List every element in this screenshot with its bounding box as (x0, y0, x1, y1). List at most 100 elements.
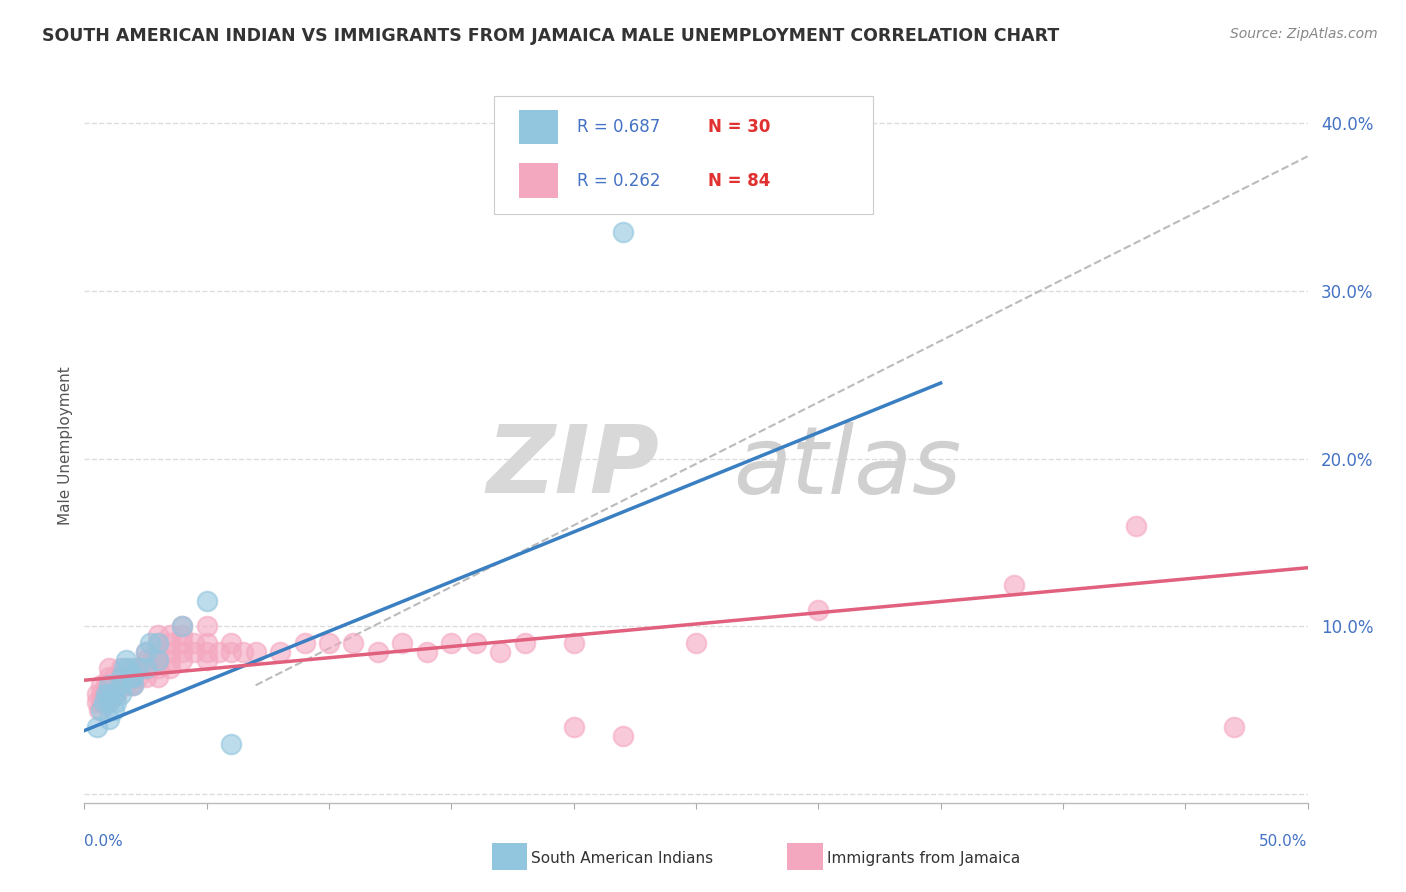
Point (489, 645, 512, 659)
Text: 0.0%: 0.0% (84, 834, 124, 849)
Point (142, 653, 165, 667)
Point (97, 678, 120, 692)
Point (96, 687, 118, 701)
Point (96, 678, 118, 692)
Point (90, 687, 112, 701)
Point (219, 645, 242, 659)
Point (110, 678, 132, 692)
Point (159, 628, 181, 642)
Point (342, 636, 364, 650)
Point (440, 636, 463, 650)
Point (219, 636, 242, 650)
Point (135, 661, 157, 675)
Point (117, 670, 139, 684)
Point (195, 594, 218, 608)
Text: ZIP: ZIP (486, 421, 659, 514)
Point (195, 619, 218, 633)
Point (110, 687, 132, 701)
Point (159, 645, 181, 659)
Point (139, 636, 162, 650)
Point (146, 653, 169, 667)
Point (93, 695, 115, 709)
Point (172, 619, 194, 633)
Point (97, 712, 120, 726)
Text: 50.0%: 50.0% (1260, 834, 1308, 849)
Point (120, 678, 142, 692)
Point (183, 636, 205, 650)
Point (135, 661, 157, 675)
Point (127, 670, 149, 684)
Point (96, 695, 118, 709)
Point (391, 636, 413, 650)
Point (115, 653, 138, 667)
Point (562, 636, 585, 650)
Point (219, 737, 242, 751)
Y-axis label: Male Unemployment: Male Unemployment (58, 367, 73, 525)
Point (127, 661, 149, 675)
Point (105, 695, 128, 709)
Point (86, 687, 108, 701)
Point (135, 670, 157, 684)
Point (245, 645, 267, 659)
Point (93, 687, 115, 701)
Point (612, 729, 634, 743)
Point (269, 645, 291, 659)
Bar (519, 110, 558, 145)
Point (146, 645, 169, 659)
Point (807, 603, 830, 617)
Point (103, 670, 125, 684)
Point (139, 661, 162, 675)
Point (97, 670, 120, 684)
Point (86, 695, 108, 709)
Point (97, 678, 120, 692)
Point (122, 670, 145, 684)
Point (97, 687, 120, 701)
Point (105, 687, 128, 701)
Point (103, 687, 125, 701)
Point (90, 695, 112, 709)
Point (195, 645, 218, 659)
Point (115, 678, 138, 692)
Point (159, 636, 181, 650)
Text: Source: ZipAtlas.com: Source: ZipAtlas.com (1230, 27, 1378, 41)
Point (127, 661, 149, 675)
Point (146, 661, 169, 675)
Point (117, 661, 139, 675)
Point (1223, 720, 1246, 734)
Point (135, 645, 157, 659)
Point (172, 645, 194, 659)
Text: atlas: atlas (733, 422, 960, 513)
Point (172, 636, 194, 650)
Point (110, 670, 132, 684)
Point (87, 703, 110, 717)
Point (110, 661, 132, 675)
Point (146, 670, 169, 684)
Point (146, 653, 169, 667)
Point (97, 695, 120, 709)
Point (97, 695, 120, 709)
Point (172, 653, 194, 667)
Point (103, 703, 125, 717)
Point (208, 645, 231, 659)
Point (122, 678, 145, 692)
Point (103, 678, 125, 692)
Point (232, 645, 254, 659)
Point (112, 661, 135, 675)
Point (195, 653, 218, 667)
Text: R = 0.262: R = 0.262 (578, 171, 661, 189)
Point (1002, 577, 1025, 591)
Point (172, 619, 194, 633)
Point (105, 678, 128, 692)
Point (146, 636, 169, 650)
Point (103, 687, 125, 701)
Text: N = 30: N = 30 (709, 118, 770, 136)
Point (97, 687, 120, 701)
Text: Immigrants from Jamaica: Immigrants from Jamaica (827, 851, 1019, 865)
Text: SOUTH AMERICAN INDIAN VS IMMIGRANTS FROM JAMAICA MALE UNEMPLOYMENT CORRELATION C: SOUTH AMERICAN INDIAN VS IMMIGRANTS FROM… (42, 27, 1060, 45)
Point (464, 636, 486, 650)
Point (172, 628, 194, 642)
Point (159, 661, 181, 675)
Point (90, 703, 112, 717)
FancyBboxPatch shape (494, 96, 873, 214)
Point (110, 678, 132, 692)
